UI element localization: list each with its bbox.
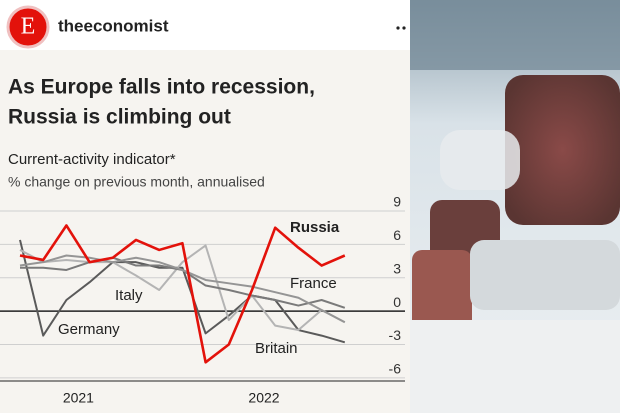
frost-layer: [470, 240, 620, 310]
frost-layer: [440, 130, 520, 190]
frost-layer: [410, 320, 620, 413]
series-label: Germany: [58, 321, 120, 338]
frozen-window: [410, 0, 620, 70]
menu-dot[interactable]: [402, 26, 406, 30]
photo: [410, 0, 620, 413]
post-header: [0, 0, 410, 50]
chart-title: Russia is climbing out: [8, 106, 231, 129]
series-line: [19, 239, 346, 344]
frozen-cushion: [412, 250, 472, 330]
series-line: [19, 244, 346, 332]
y-tick-label: 0: [393, 294, 401, 310]
axis-label: % change on previous month, annualised: [8, 174, 265, 190]
x-tick-label: 2021: [63, 390, 94, 406]
x-tick-label: 2022: [248, 390, 279, 406]
y-tick-label: 9: [393, 194, 401, 210]
frozen-armchair: [505, 75, 620, 225]
series-line: [19, 254, 346, 324]
series-line: [19, 224, 346, 364]
plot: 9 6 3 0 -3 -6 2021 2022 Germany Italy Britain Franc…: [0, 194, 405, 406]
chart-title: As Europe falls into recession,: [8, 76, 315, 99]
y-tick-label: -3: [389, 327, 402, 343]
series-label: Britain: [255, 340, 298, 357]
y-tick-label: 6: [393, 227, 401, 243]
series-label: France: [290, 275, 337, 292]
account-name[interactable]: theeconomist: [58, 16, 169, 35]
series-label: Italy: [115, 287, 143, 304]
y-tick-label: 3: [393, 260, 401, 276]
y-tick-label: -6: [389, 361, 402, 377]
menu-dot[interactable]: [396, 26, 400, 30]
logo-letter: E: [21, 14, 36, 40]
logo[interactable]: [6, 5, 50, 49]
chart-subtitle: Current-activity indicator*: [8, 151, 176, 168]
series-label: Russia: [290, 219, 340, 236]
